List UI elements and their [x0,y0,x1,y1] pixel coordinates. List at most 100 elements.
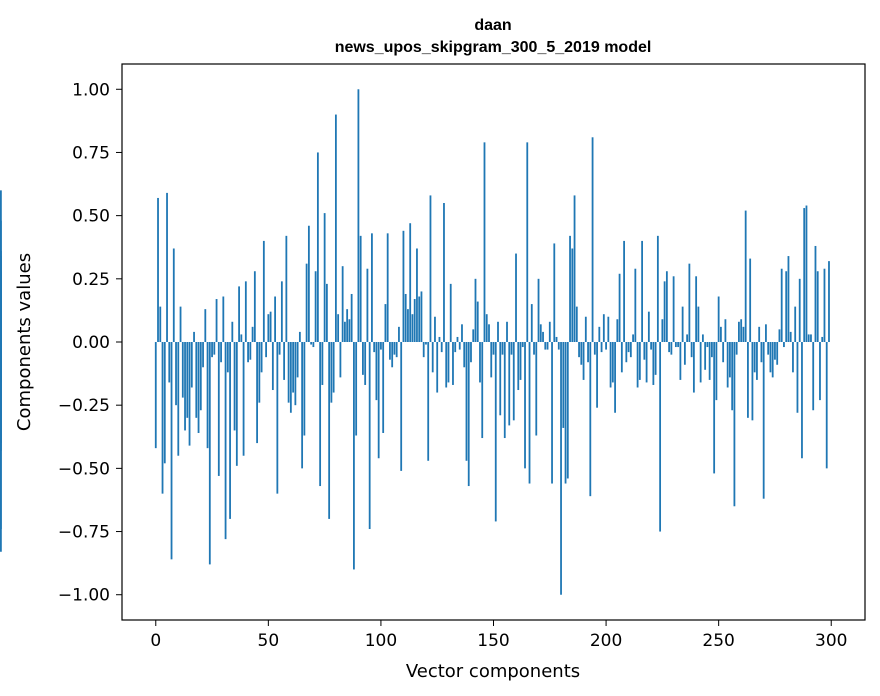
bar [611,342,614,383]
x-tick-label: 0 [150,631,161,651]
y-axis-label: Components values [14,253,35,431]
bar [454,342,457,353]
bars-group [0,89,830,595]
bar [506,321,508,342]
bar [485,314,488,342]
bar [731,342,734,411]
bar [551,342,553,484]
bar [240,334,243,342]
bar [807,334,810,342]
bar [458,342,461,350]
bar [193,331,195,342]
y-tick-label: −0.25 [58,396,110,416]
bar [220,342,222,363]
bar [366,268,369,342]
bar [510,342,513,355]
bar [188,342,191,446]
bar [260,342,263,373]
bar [452,342,454,385]
bar [278,342,281,355]
bar [211,342,213,358]
bar [512,342,515,421]
bar [629,342,632,358]
bar [553,243,556,342]
bar [382,342,385,433]
bar [159,306,162,342]
bar [645,342,648,383]
bar [609,342,612,388]
bar [758,326,761,342]
bar [535,342,538,436]
bar [542,331,544,342]
bar [647,311,650,342]
bar [753,342,756,373]
bar [244,281,247,342]
bar [359,235,362,342]
bar [787,256,790,342]
bar [440,342,443,353]
bar [794,306,797,342]
bar [353,342,355,570]
bar [262,240,265,342]
bar [483,142,486,342]
bar [314,271,317,342]
bar [756,342,758,380]
bar [688,263,691,342]
bar [634,268,637,342]
bar [271,342,274,391]
bar [389,342,391,360]
bar [526,142,529,342]
bar [578,342,580,358]
bar [316,152,319,342]
bar [443,203,445,342]
x-tick-label: 200 [590,631,622,651]
bar [434,316,436,342]
bar [530,304,533,342]
bar [708,342,711,380]
bar [726,342,729,388]
bar [593,342,596,355]
bar [690,342,693,358]
bar [190,342,193,388]
bar [564,342,567,484]
bar [298,331,301,342]
bar [686,334,689,342]
bar [792,342,794,373]
bar [409,223,412,342]
bar [427,342,430,461]
bar [229,342,231,519]
bar [467,342,470,487]
bar [398,326,400,342]
bar [170,342,173,560]
bar [393,342,396,355]
bar [636,342,639,388]
bar [332,342,335,393]
x-tick-label: 150 [477,631,509,651]
bar [247,342,249,363]
bar [537,278,540,342]
bar [661,319,664,342]
bar [391,342,394,368]
bar [233,342,236,431]
bar [825,342,828,469]
x-tick-label: 250 [702,631,734,651]
bar [481,342,484,439]
bar [463,342,466,368]
bar [533,342,535,355]
bar [168,342,171,383]
y-tick-label: 0.00 [72,333,110,353]
bar [307,225,310,342]
bar [222,296,225,342]
bar [386,233,389,342]
bar [346,309,349,342]
bar [195,342,198,418]
bar [600,342,603,353]
bar [289,342,292,413]
bar [368,342,371,530]
bar [711,342,713,358]
bar [217,342,220,476]
bar [206,342,209,449]
bar [625,342,628,363]
bar [413,299,416,342]
bar [713,342,716,474]
